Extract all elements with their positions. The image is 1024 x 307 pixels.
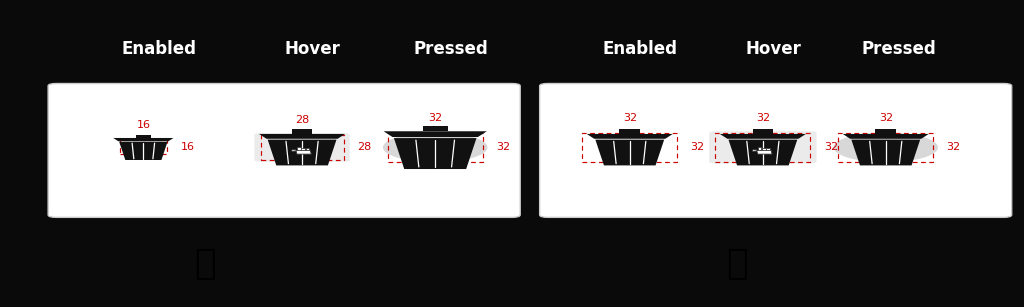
Polygon shape [728, 140, 798, 165]
Text: Enabled: Enabled [121, 40, 197, 58]
Text: 32: 32 [690, 142, 705, 152]
Ellipse shape [383, 132, 487, 162]
Text: 32: 32 [879, 113, 893, 123]
Polygon shape [753, 150, 757, 151]
Text: 32: 32 [428, 113, 442, 123]
Polygon shape [595, 140, 665, 165]
Text: Pressed: Pressed [414, 40, 487, 58]
Polygon shape [720, 134, 806, 139]
Text: 32: 32 [496, 142, 510, 152]
FancyBboxPatch shape [540, 84, 1012, 217]
Polygon shape [423, 126, 447, 131]
FancyBboxPatch shape [254, 133, 350, 162]
Polygon shape [136, 135, 151, 138]
Text: 32: 32 [623, 113, 637, 123]
Ellipse shape [834, 132, 938, 162]
Polygon shape [259, 134, 345, 139]
Polygon shape [384, 131, 486, 137]
Polygon shape [876, 129, 896, 134]
Text: Enabled: Enabled [602, 40, 678, 58]
Text: 32: 32 [756, 113, 770, 123]
Polygon shape [757, 150, 772, 154]
Text: Hover: Hover [745, 40, 801, 58]
Bar [388, 133, 482, 161]
Bar [766, 148, 770, 150]
Text: 16: 16 [180, 142, 195, 152]
Bar [305, 148, 309, 150]
Bar [583, 133, 677, 161]
Bar [758, 147, 762, 150]
FancyBboxPatch shape [710, 131, 816, 163]
Polygon shape [292, 129, 312, 134]
Text: 28: 28 [295, 115, 309, 125]
Polygon shape [843, 134, 929, 139]
Polygon shape [753, 129, 773, 134]
Bar [301, 148, 305, 150]
Bar [839, 133, 933, 161]
Polygon shape [620, 129, 640, 134]
Text: 32: 32 [946, 142, 961, 152]
Polygon shape [114, 138, 173, 141]
Polygon shape [587, 134, 673, 139]
Text: Hover: Hover [285, 40, 340, 58]
Bar [762, 148, 766, 150]
Polygon shape [267, 140, 337, 165]
Bar [120, 140, 167, 154]
Polygon shape [851, 140, 921, 165]
Text: 28: 28 [357, 142, 372, 152]
Text: Pressed: Pressed [862, 40, 936, 58]
Text: 🤩: 🤩 [726, 247, 749, 281]
Text: 🤯: 🤯 [194, 247, 216, 281]
Polygon shape [296, 150, 311, 154]
Bar [297, 147, 301, 150]
Polygon shape [394, 138, 476, 169]
Bar [716, 133, 810, 161]
Text: 32: 32 [823, 142, 838, 152]
FancyBboxPatch shape [48, 84, 520, 217]
Text: 16: 16 [136, 120, 151, 130]
Bar [260, 135, 344, 160]
Polygon shape [119, 142, 168, 160]
Polygon shape [292, 150, 296, 151]
